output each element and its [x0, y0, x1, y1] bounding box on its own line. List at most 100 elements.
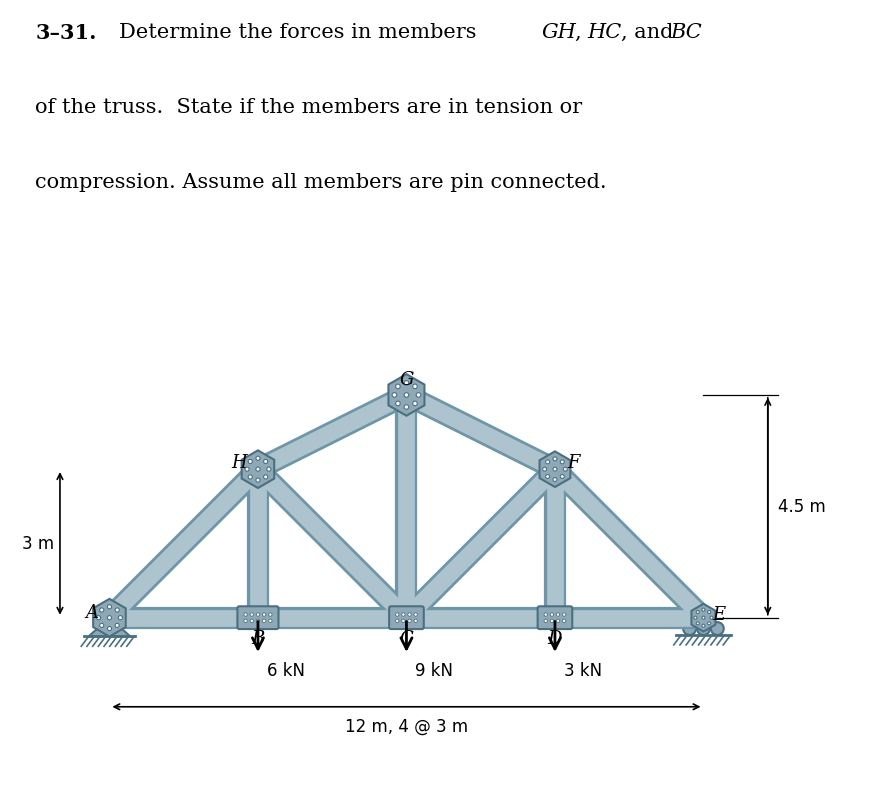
- Circle shape: [694, 616, 697, 620]
- FancyBboxPatch shape: [538, 607, 572, 629]
- Text: compression. Assume all members are pin connected.: compression. Assume all members are pin …: [35, 173, 607, 191]
- Circle shape: [710, 616, 713, 620]
- Circle shape: [407, 613, 411, 616]
- Circle shape: [396, 401, 400, 406]
- Text: B: B: [252, 629, 265, 648]
- Circle shape: [268, 613, 272, 616]
- Circle shape: [250, 613, 253, 616]
- FancyBboxPatch shape: [389, 607, 424, 629]
- Circle shape: [561, 461, 564, 464]
- Text: , and: , and: [621, 23, 680, 41]
- Circle shape: [256, 478, 260, 483]
- Circle shape: [416, 393, 421, 397]
- Circle shape: [702, 616, 705, 620]
- Text: A: A: [85, 603, 99, 621]
- Circle shape: [264, 460, 268, 464]
- Polygon shape: [692, 604, 715, 632]
- Circle shape: [115, 624, 119, 628]
- Text: Determine the forces in members: Determine the forces in members: [119, 23, 483, 41]
- Polygon shape: [89, 618, 130, 637]
- Text: 3 kN: 3 kN: [564, 661, 602, 679]
- Text: G: G: [400, 371, 414, 388]
- Circle shape: [97, 616, 100, 620]
- Circle shape: [268, 620, 272, 623]
- Circle shape: [553, 457, 557, 461]
- Text: HC: HC: [587, 23, 621, 41]
- Circle shape: [395, 613, 399, 616]
- Circle shape: [414, 620, 417, 623]
- Circle shape: [256, 620, 260, 623]
- Circle shape: [550, 620, 554, 623]
- Circle shape: [107, 627, 112, 631]
- Circle shape: [708, 611, 711, 614]
- Circle shape: [413, 401, 417, 406]
- Circle shape: [702, 624, 705, 628]
- Circle shape: [401, 620, 405, 623]
- Circle shape: [264, 475, 268, 479]
- Circle shape: [556, 620, 560, 623]
- Circle shape: [696, 622, 700, 625]
- Circle shape: [711, 622, 723, 635]
- Text: 3–31.: 3–31.: [35, 23, 97, 43]
- Circle shape: [392, 393, 397, 397]
- Circle shape: [115, 608, 119, 612]
- Circle shape: [697, 622, 710, 635]
- Circle shape: [563, 468, 568, 471]
- Circle shape: [395, 620, 399, 623]
- Circle shape: [262, 620, 266, 623]
- Polygon shape: [388, 375, 424, 416]
- Text: of the truss.  State if the members are in tension or: of the truss. State if the members are i…: [35, 97, 583, 117]
- Circle shape: [543, 468, 546, 471]
- Text: BC: BC: [671, 23, 702, 41]
- Text: 9 kN: 9 kN: [415, 661, 453, 679]
- Circle shape: [107, 616, 112, 620]
- Circle shape: [248, 460, 253, 464]
- Circle shape: [267, 467, 271, 472]
- Circle shape: [553, 468, 557, 471]
- Text: F: F: [568, 453, 580, 471]
- Circle shape: [708, 622, 711, 625]
- Circle shape: [244, 613, 247, 616]
- Circle shape: [256, 457, 260, 461]
- Polygon shape: [539, 452, 570, 487]
- Circle shape: [118, 616, 122, 620]
- Circle shape: [696, 611, 700, 614]
- Circle shape: [702, 608, 705, 611]
- Text: D: D: [547, 629, 562, 648]
- Polygon shape: [93, 599, 126, 637]
- Circle shape: [546, 461, 550, 464]
- Text: E: E: [713, 605, 726, 623]
- Circle shape: [407, 620, 411, 623]
- Circle shape: [401, 613, 405, 616]
- Circle shape: [561, 475, 564, 478]
- Circle shape: [250, 620, 253, 623]
- Circle shape: [256, 467, 260, 472]
- Circle shape: [107, 605, 112, 609]
- FancyBboxPatch shape: [238, 607, 278, 629]
- Text: 12 m, 4 @ 3 m: 12 m, 4 @ 3 m: [345, 717, 468, 735]
- Circle shape: [248, 475, 253, 479]
- Text: ,: ,: [575, 23, 588, 41]
- Circle shape: [396, 384, 400, 389]
- Circle shape: [404, 381, 408, 386]
- Circle shape: [244, 620, 247, 623]
- Circle shape: [413, 384, 417, 389]
- Polygon shape: [242, 451, 275, 488]
- Circle shape: [99, 608, 104, 612]
- Circle shape: [550, 613, 554, 616]
- Text: C: C: [400, 629, 414, 648]
- Circle shape: [562, 613, 566, 616]
- Text: 6 kN: 6 kN: [267, 661, 304, 679]
- Circle shape: [404, 406, 408, 410]
- Circle shape: [245, 467, 249, 472]
- Circle shape: [256, 613, 260, 616]
- Text: GH: GH: [541, 23, 576, 41]
- Circle shape: [262, 613, 266, 616]
- Circle shape: [404, 393, 408, 397]
- Circle shape: [414, 613, 417, 616]
- Text: H: H: [231, 453, 247, 471]
- Circle shape: [544, 620, 547, 623]
- Text: 4.5 m: 4.5 m: [778, 498, 825, 516]
- Circle shape: [562, 620, 566, 623]
- Text: 3 m: 3 m: [22, 534, 54, 553]
